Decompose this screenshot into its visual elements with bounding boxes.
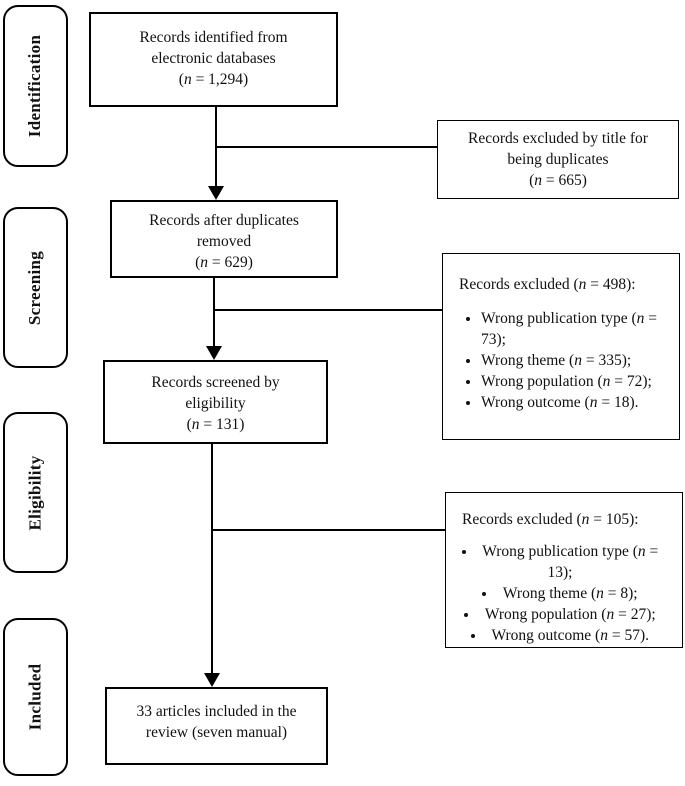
stage-label-identification: Identification (3, 5, 68, 167)
stage-label-text: Identification (25, 34, 45, 138)
down-arrowhead-icon (206, 346, 222, 360)
box-text-line: being duplicates (507, 151, 609, 168)
excluded-box-duplicate-titles: Records excluded by title for being dupl… (437, 120, 679, 199)
box-text-line: (n = 131) (186, 416, 245, 433)
excluded-reason-item: Wrong publication type (n = 73); (481, 308, 679, 350)
flow-box-records-screened: Records screened by eligibility (n = 131… (103, 360, 328, 444)
excluded-reason-list: Wrong publication type (n = 13); Wrong t… (452, 541, 676, 646)
box-text-line: (n = 629) (195, 254, 253, 271)
box-text-line: review (seven manual) (145, 724, 288, 741)
box-text-line: (n = 665) (529, 172, 587, 189)
stage-label-eligibility: Eligibility (3, 412, 68, 573)
box-text-line: 33 articles included in the (136, 703, 297, 720)
excluded-reason-item: Wrong population (n = 27); (452, 604, 676, 625)
box-text-line: eligibility (185, 395, 246, 412)
excluded-reason-item: Wrong publication type (n = 13); (452, 541, 676, 583)
connector-branch-screening-excluded (214, 309, 442, 311)
connector-branch-duplicate-titles (216, 146, 437, 148)
stage-label-included: Included (3, 618, 68, 776)
excluded-box-eligibility: Records excluded (n = 105): Wrong public… (445, 492, 683, 648)
stage-label-screening: Screening (3, 207, 68, 368)
stage-label-text: Eligibility (25, 454, 45, 531)
excluded-reason-item: Wrong outcome (n = 57). (452, 625, 676, 646)
box-text-line: (n = 1,294) (178, 71, 249, 88)
connector-identified-to-duplicates (215, 107, 217, 188)
stage-label-text: Included (25, 663, 45, 731)
box-text-line: Records screened by (151, 374, 280, 391)
excluded-box-title: Records excluded (n = 105): (462, 511, 639, 528)
excluded-reason-item: Wrong theme (n = 8); (452, 583, 676, 604)
box-text-line: removed (196, 233, 252, 250)
box-text-line: Records identified from (139, 29, 288, 46)
connector-screened-to-included (211, 444, 213, 673)
down-arrowhead-icon (204, 673, 220, 687)
box-text-line: electronic databases (151, 50, 276, 67)
connector-branch-eligibility-excluded (212, 529, 445, 531)
excluded-reason-list: Wrong publication type (n = 73); Wrong t… (443, 308, 679, 413)
excluded-box-screening: Records excluded (n = 498): Wrong public… (442, 253, 680, 440)
down-arrowhead-icon (208, 186, 224, 200)
stage-label-text: Screening (25, 250, 45, 325)
flow-box-articles-included: 33 articles included in the review (seve… (105, 687, 328, 765)
excluded-box-title: Records excluded (n = 498): (459, 276, 636, 293)
excluded-reason-item: Wrong population (n = 72); (481, 371, 679, 392)
connector-duplicates-to-screened (213, 278, 215, 348)
excluded-reason-item: Wrong theme (n = 335); (481, 350, 679, 371)
excluded-reason-item: Wrong outcome (n = 18). (481, 392, 679, 413)
box-text-line: Records after duplicates (149, 212, 299, 229)
flow-box-records-identified: Records identified from electronic datab… (89, 12, 338, 107)
flow-box-duplicates-removed: Records after duplicates removed (n = 62… (110, 200, 338, 278)
box-text-line: Records excluded by title for (468, 130, 648, 147)
